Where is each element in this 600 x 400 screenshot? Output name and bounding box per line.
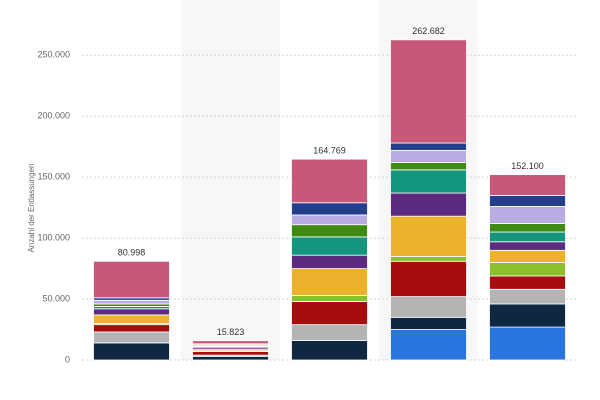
bar-segment — [192, 355, 269, 361]
bar-segment — [291, 236, 368, 256]
bar-segment — [390, 162, 467, 171]
total-label: 262.682 — [412, 26, 445, 36]
y-tick-label: 150.000 — [37, 172, 70, 182]
bar-segment — [390, 215, 467, 257]
y-tick-label: 0 — [65, 354, 70, 364]
bar-segment — [489, 206, 566, 224]
bar-segment — [291, 254, 368, 269]
total-label: 80.998 — [118, 248, 146, 258]
bar-segment — [291, 268, 368, 296]
bar-segment — [390, 192, 467, 217]
bar-segment — [291, 340, 368, 361]
bar-segment — [489, 231, 566, 243]
bar-segment — [390, 316, 467, 330]
bar-segment — [291, 202, 368, 216]
bar-segment — [489, 249, 566, 263]
bar-segment — [390, 142, 467, 151]
bar-segment — [93, 299, 170, 305]
bar-segment — [489, 223, 566, 233]
y-axis-label: Anzahl der Entlassungen — [27, 164, 36, 253]
bar-segment — [489, 326, 566, 361]
bar-segment — [192, 351, 269, 356]
y-tick-label: 250.000 — [37, 50, 70, 60]
bar-segment — [390, 260, 467, 298]
bar-segment — [489, 262, 566, 277]
total-label: 15.823 — [217, 327, 245, 337]
bar-segment — [93, 314, 170, 324]
bar-segment — [93, 331, 170, 344]
bar-segment — [489, 288, 566, 305]
bar-segment — [390, 169, 467, 194]
bar-segment — [291, 224, 368, 238]
bar-segment — [489, 195, 566, 207]
bar-segment — [489, 303, 566, 328]
bar-segment — [390, 39, 467, 144]
bar-segment — [93, 342, 170, 361]
total-label: 164.769 — [313, 146, 346, 156]
y-tick-label: 100.000 — [37, 232, 70, 242]
y-tick-label: 50.000 — [42, 293, 70, 303]
bar-segment — [291, 294, 368, 302]
bar-segment — [93, 308, 170, 316]
bar-segment — [489, 275, 566, 290]
bar-segment — [390, 255, 467, 262]
total-label: 152.100 — [511, 161, 544, 171]
bar-segment — [291, 214, 368, 226]
bar-segment — [192, 340, 269, 345]
bar-segment — [93, 324, 170, 333]
bar-segment — [489, 174, 566, 196]
bar-segment — [390, 149, 467, 163]
bar-segment — [390, 329, 467, 361]
bar-segment — [390, 296, 467, 318]
bar-segment — [93, 260, 170, 299]
y-tick-label: 200.000 — [37, 111, 70, 121]
band-background — [181, 0, 280, 360]
bar-segment — [489, 241, 566, 251]
bar-segment — [291, 324, 368, 341]
bar-segment — [291, 158, 368, 204]
bar-segment — [291, 301, 368, 326]
